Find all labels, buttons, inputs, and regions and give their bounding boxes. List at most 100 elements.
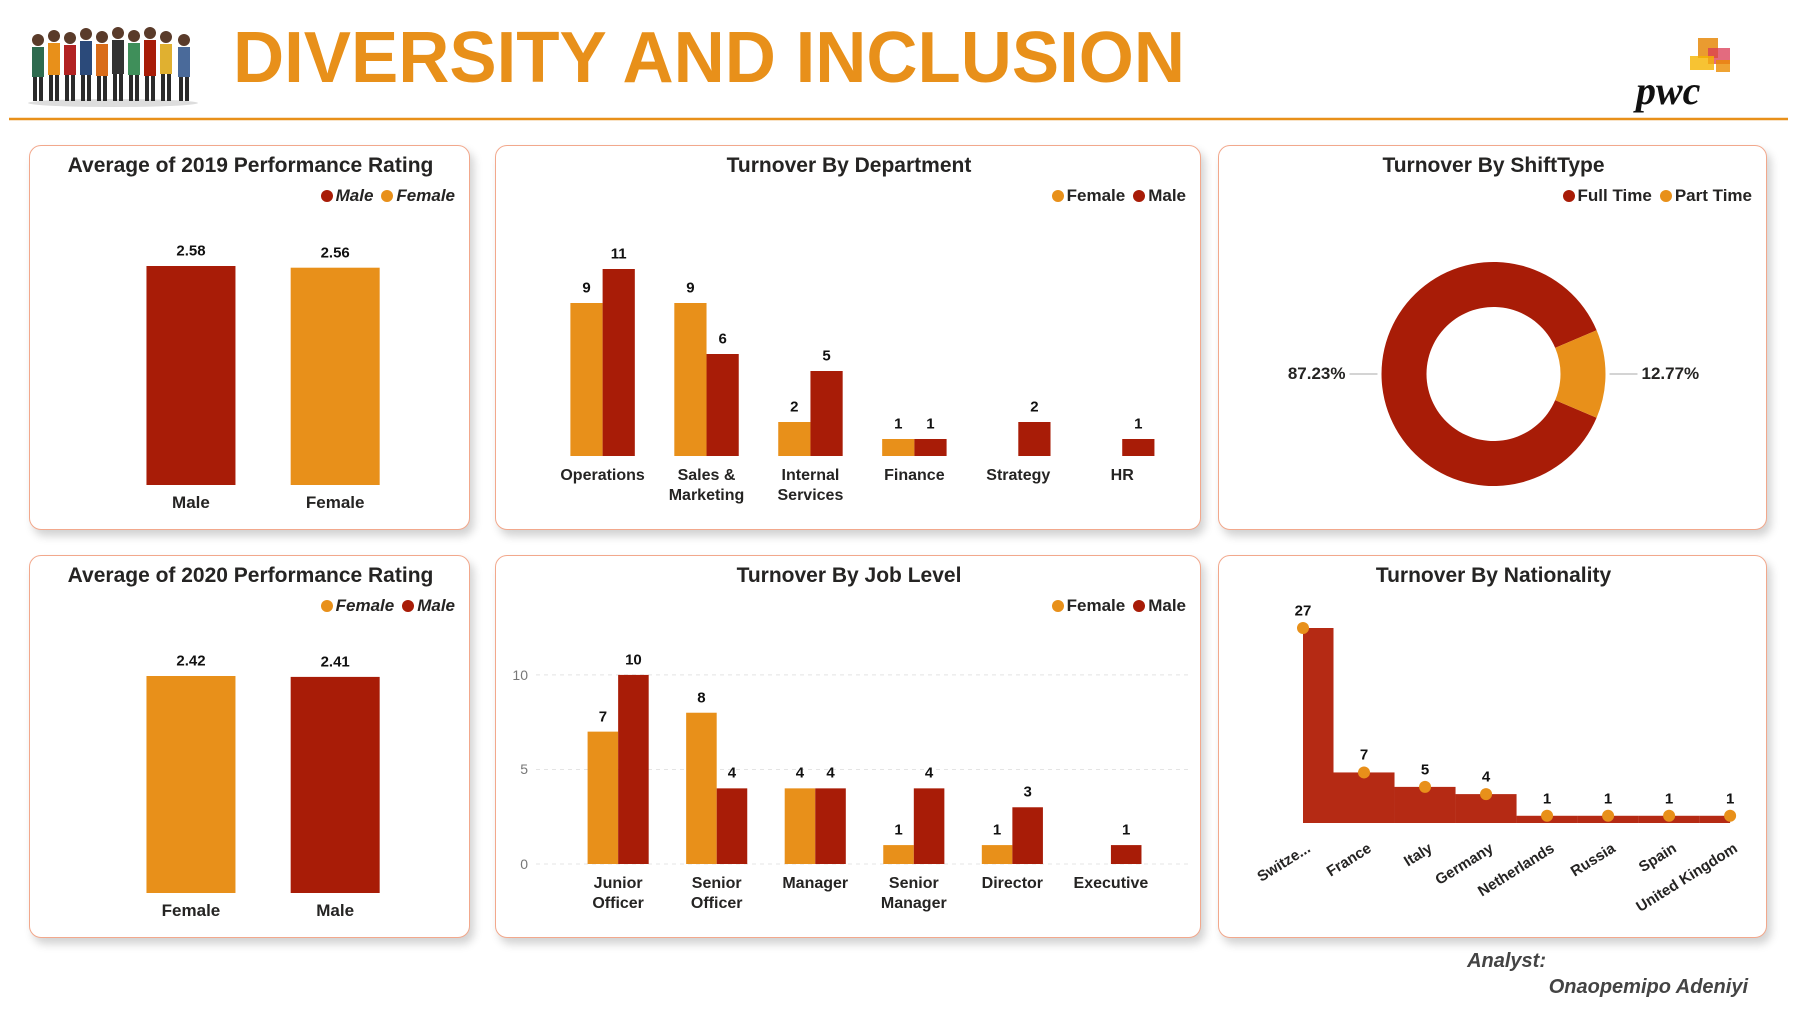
bar [1122, 439, 1155, 456]
chart-title: Turnover By ShiftType [1382, 154, 1605, 177]
x-tick-label: Manager [782, 875, 849, 892]
bar [290, 267, 380, 485]
value-label: 7 [598, 708, 608, 726]
marker [1358, 766, 1371, 779]
logo-mark [1690, 38, 1730, 72]
bar [913, 788, 945, 864]
marker [1663, 809, 1676, 822]
chart-plot [1349, 262, 1638, 487]
x-tick-label: Female [161, 901, 221, 920]
x-tick-label: Junior Officer [592, 875, 644, 912]
legend-item: Full Time [1562, 186, 1652, 206]
value-label: 2 [790, 398, 799, 416]
x-tick-label: Male [316, 901, 355, 920]
x-tick-label: HR [1110, 467, 1134, 484]
y-tick-label: 0 [520, 856, 528, 872]
marker [1480, 788, 1493, 801]
bar [686, 712, 717, 864]
legend-marker [1562, 190, 1575, 202]
value-label: 1 [894, 415, 903, 433]
legend: Female Male [320, 596, 455, 616]
legend-marker [381, 190, 394, 202]
value-label: 1 [1134, 415, 1143, 433]
legend-label: Male [1148, 186, 1186, 205]
legend-item: Female [320, 596, 395, 616]
bar [618, 674, 649, 864]
legend-marker [1051, 600, 1064, 612]
chart-plot [1296, 622, 1737, 823]
chart-panel: Average of 2019 Performance Rating Male Fe… [29, 145, 470, 530]
marker [1296, 622, 1309, 634]
value-label: 87.23% [1287, 364, 1346, 383]
marker [1602, 809, 1615, 822]
bar [706, 354, 739, 456]
value-label: 6 [718, 330, 727, 348]
legend-label: Male [335, 186, 374, 205]
x-tick-label: Senior Manager [880, 875, 947, 912]
legend-item: Male [1133, 186, 1186, 206]
analyst-label: Analyst: [1467, 950, 1546, 972]
chart-plot [536, 674, 1190, 865]
value-label: 1 [1603, 790, 1613, 808]
legend-item: Male [1133, 596, 1186, 616]
value-label: 1 [1542, 790, 1552, 808]
chart-panel: Turnover By Department Female Male 9 11 Opera… [495, 145, 1201, 530]
logo-text: pwc [1633, 68, 1701, 113]
y-tick-label: 10 [512, 666, 528, 683]
value-label: 2.41 [320, 653, 350, 671]
legend-marker [1133, 190, 1146, 202]
chart-plot [570, 269, 1155, 456]
bar [716, 788, 748, 864]
bar [882, 439, 915, 456]
bar [883, 845, 914, 864]
value-label: 1 [926, 415, 935, 433]
legend-item: Male [402, 596, 455, 616]
y-tick-label: 5 [520, 761, 528, 778]
legend-label: Female [335, 596, 395, 615]
x-tick-label: Female [305, 493, 365, 512]
x-tick-label: Strategy [986, 467, 1051, 484]
x-tick-label: Sales & Marketing [668, 467, 745, 504]
x-tick-label: Male [172, 493, 210, 512]
bar [981, 845, 1013, 864]
value-label: 4 [924, 764, 934, 782]
x-tick-label: Internal Services [777, 467, 844, 504]
chart-plot [146, 676, 380, 893]
value-label: 1 [894, 821, 903, 839]
area-step [1302, 628, 1334, 823]
bar [1018, 422, 1051, 456]
area-step [1699, 815, 1731, 823]
chart-title: Turnover By Job Level [736, 564, 962, 587]
legend-item: Female [1051, 596, 1125, 616]
bar [674, 303, 707, 456]
donut-slice [1555, 330, 1606, 418]
marker [1419, 780, 1432, 793]
legend-item: Part Time [1659, 186, 1752, 206]
chart-title: Average of 2020 Performance Rating [67, 564, 434, 587]
bar [290, 676, 380, 893]
value-label: 4 [1481, 768, 1491, 786]
value-label: 1 [1122, 821, 1131, 839]
bar [1012, 807, 1043, 864]
bar [815, 788, 846, 864]
bar [778, 422, 811, 456]
x-tick-label: Finance [884, 467, 945, 484]
value-label: 27 [1294, 602, 1312, 620]
value-label: 2.58 [176, 242, 206, 260]
value-label: 1 [1664, 790, 1674, 808]
value-label: 4 [795, 764, 805, 782]
value-label: 11 [610, 245, 627, 263]
bar [146, 266, 236, 485]
x-tick-label: Senior Officer [690, 875, 743, 912]
value-label: 8 [697, 689, 706, 707]
legend: Male Female [320, 186, 455, 206]
bar [1110, 845, 1142, 864]
legend-marker [320, 190, 333, 202]
chart-title: Turnover By Department [726, 154, 972, 177]
area-step [1333, 772, 1395, 823]
bar [810, 371, 843, 456]
value-label: 5 [1420, 761, 1430, 779]
legend-label: Female [396, 186, 455, 205]
legend: Full Time Part Time [1562, 186, 1752, 206]
